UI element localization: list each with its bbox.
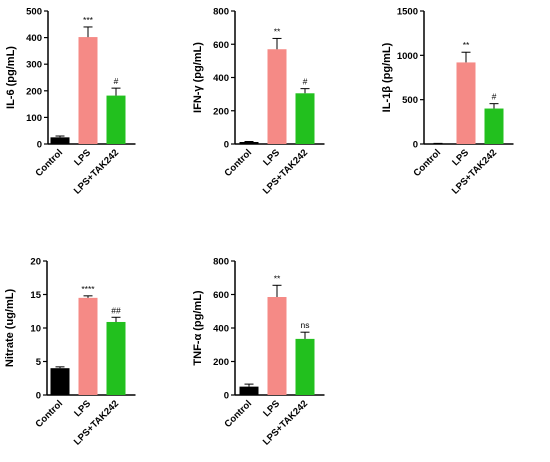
y-tick-label: 0: [37, 140, 42, 151]
significance-label: #: [114, 76, 119, 86]
significance-label: ****: [81, 284, 95, 294]
y-tick-label: 10: [30, 324, 41, 335]
bar-lps: [456, 62, 476, 144]
bar-control: [50, 137, 70, 144]
y-tick-label: 0: [224, 140, 229, 151]
category-label: Control: [33, 147, 65, 179]
y-tick-label: 200: [213, 106, 229, 117]
category-label: LPS: [261, 398, 282, 419]
significance-label: **: [463, 40, 470, 50]
significance-label: **: [274, 273, 281, 283]
bar-lps-tak242: [484, 108, 504, 144]
bar-lps-tak242: [106, 321, 126, 395]
y-tick-label: 100: [26, 113, 42, 124]
y-tick-label: 500: [26, 7, 42, 18]
y-tick-label: 800: [213, 7, 229, 18]
y-tick-label: 0: [413, 140, 418, 151]
y-tick-label: 20: [30, 257, 41, 268]
y-tick-label: 400: [213, 73, 229, 84]
y-tick-label: 400: [213, 324, 229, 335]
bar-control: [239, 386, 259, 395]
significance-label: **: [274, 26, 281, 36]
chart-panel-1: 0 100 200 300 400 500 IL-6 (pg/mL) Control *** LP…: [5, 7, 136, 197]
chart-panel-5: 0 200 400 600 800 TNF-α (pg/mL) Control ** LPS ns…: [192, 257, 325, 448]
category-label: LPS: [450, 147, 471, 168]
y-tick-label: 0: [224, 391, 229, 402]
bar-lps-tak242: [295, 338, 315, 395]
y-axis-title: IL-1β (pg/mL): [381, 42, 393, 112]
y-tick-label: 5: [36, 357, 42, 368]
y-tick-label: 600: [213, 290, 229, 301]
y-tick-label: 400: [26, 33, 42, 44]
bar-lps: [267, 49, 287, 144]
y-tick-label: 200: [26, 86, 42, 97]
y-tick-label: 200: [213, 357, 229, 368]
y-axis-title: Nitrate (ug/mL): [4, 289, 16, 368]
category-label: LPS: [72, 398, 93, 419]
category-label: LPS: [72, 147, 93, 168]
category-label: Control: [222, 398, 254, 430]
y-tick-label: 500: [402, 95, 418, 106]
bar-control: [239, 142, 259, 144]
bar-lps: [78, 297, 98, 395]
bar-lps-tak242: [295, 93, 315, 144]
y-tick-label: 15: [30, 290, 41, 301]
significance-label: ns: [301, 320, 310, 330]
bar-lps-tak242: [106, 95, 126, 144]
y-tick-label: 0: [36, 391, 41, 402]
y-tick-label: 1000: [397, 51, 418, 62]
significance-label: #: [492, 92, 497, 102]
significance-label: #: [303, 77, 308, 87]
y-axis-title: TNF-α (pg/mL): [192, 290, 204, 366]
category-label: Control: [33, 398, 65, 430]
bar-lps: [267, 297, 287, 395]
y-axis-title: IL-6 (pg/mL): [5, 46, 17, 109]
bar-control: [50, 368, 70, 395]
significance-label: ***: [83, 15, 94, 25]
bar-lps: [78, 37, 98, 144]
y-tick-label: 600: [213, 40, 229, 51]
y-tick-label: 300: [26, 60, 42, 71]
category-label: Control: [411, 147, 443, 179]
category-label: Control: [222, 147, 254, 179]
y-tick-label: 800: [213, 257, 229, 268]
y-axis-title: IFN-γ (pg/mL): [192, 42, 204, 113]
significance-label: ##: [111, 305, 121, 315]
y-tick-label: 1500: [397, 7, 418, 18]
category-label: LPS: [261, 147, 282, 168]
